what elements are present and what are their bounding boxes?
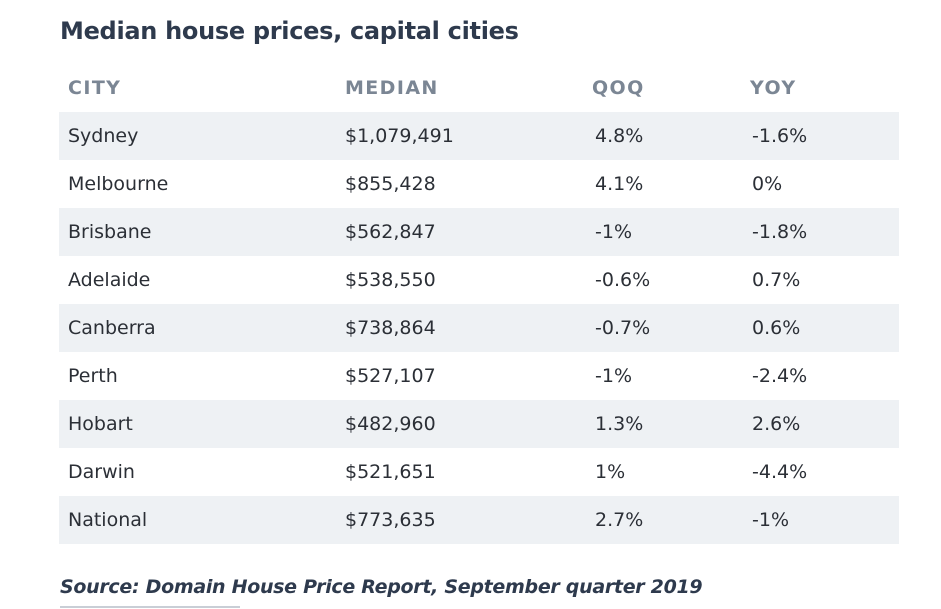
table-row: Melbourne $855,428 4.1% 0% [59,160,899,208]
cell-qoq: -1% [595,365,632,387]
cell-city: Adelaide [68,269,151,291]
source-caption: Source: Domain House Price Report, Septe… [60,576,703,598]
cell-qoq: -1% [586,208,743,256]
cell-median: $527,107 [345,365,436,387]
cell-city: Sydney [59,112,336,160]
median-prices-table: CITY MEDIAN QOQ YOY Sydney $1,079,491 4.… [59,64,899,544]
cell-yoy: -1% [743,496,899,544]
cell-median: $521,651 [345,461,436,483]
cell-median: $1,079,491 [336,112,586,160]
cell-median: $855,428 [345,173,436,195]
cell-qoq: 4.8% [586,112,743,160]
column-header-qoq: QOQ [592,77,645,99]
table-row: Brisbane $562,847 -1% -1.8% [59,208,899,256]
cell-median: $562,847 [336,208,586,256]
cell-yoy: 2.6% [743,400,899,448]
cell-qoq: 1.3% [586,400,743,448]
column-header-yoy: YOY [750,77,797,99]
cell-yoy: 0.6% [743,304,899,352]
table-row: Adelaide $538,550 -0.6% 0.7% [59,256,899,304]
cell-yoy: -1.6% [743,112,899,160]
cell-yoy: 0% [752,173,783,195]
cell-city: Brisbane [59,208,336,256]
cell-city: Darwin [68,461,135,483]
table-row: Sydney $1,079,491 4.8% -1.6% [59,112,899,160]
cell-median: $538,550 [345,269,436,291]
table-row: Perth $527,107 -1% -2.4% [59,352,899,400]
cell-yoy: 0.7% [752,269,801,291]
cell-qoq: 1% [595,461,626,483]
cell-city: National [59,496,336,544]
cell-city: Perth [68,365,118,387]
column-header-city: CITY [68,77,122,99]
cell-yoy: -4.4% [752,461,808,483]
table-row: Darwin $521,651 1% -4.4% [59,448,899,496]
cell-qoq: -0.6% [595,269,651,291]
cell-yoy: -1.8% [743,208,899,256]
table-title: Median house prices, capital cities [60,17,519,45]
table-row: Canberra $738,864 -0.7% 0.6% [59,304,899,352]
cell-city: Melbourne [68,173,169,195]
cell-qoq: -0.7% [586,304,743,352]
table-row: National $773,635 2.7% -1% [59,496,899,544]
cell-qoq: 2.7% [586,496,743,544]
cell-median: $482,960 [336,400,586,448]
column-header-median: MEDIAN [345,77,439,99]
cell-yoy: -2.4% [752,365,808,387]
source-underline [60,606,240,608]
cell-city: Hobart [59,400,336,448]
cell-median: $773,635 [336,496,586,544]
cell-qoq: 4.1% [595,173,644,195]
table-row: Hobart $482,960 1.3% 2.6% [59,400,899,448]
cell-city: Canberra [59,304,336,352]
cell-median: $738,864 [336,304,586,352]
table-header-row: CITY MEDIAN QOQ YOY [59,64,899,112]
